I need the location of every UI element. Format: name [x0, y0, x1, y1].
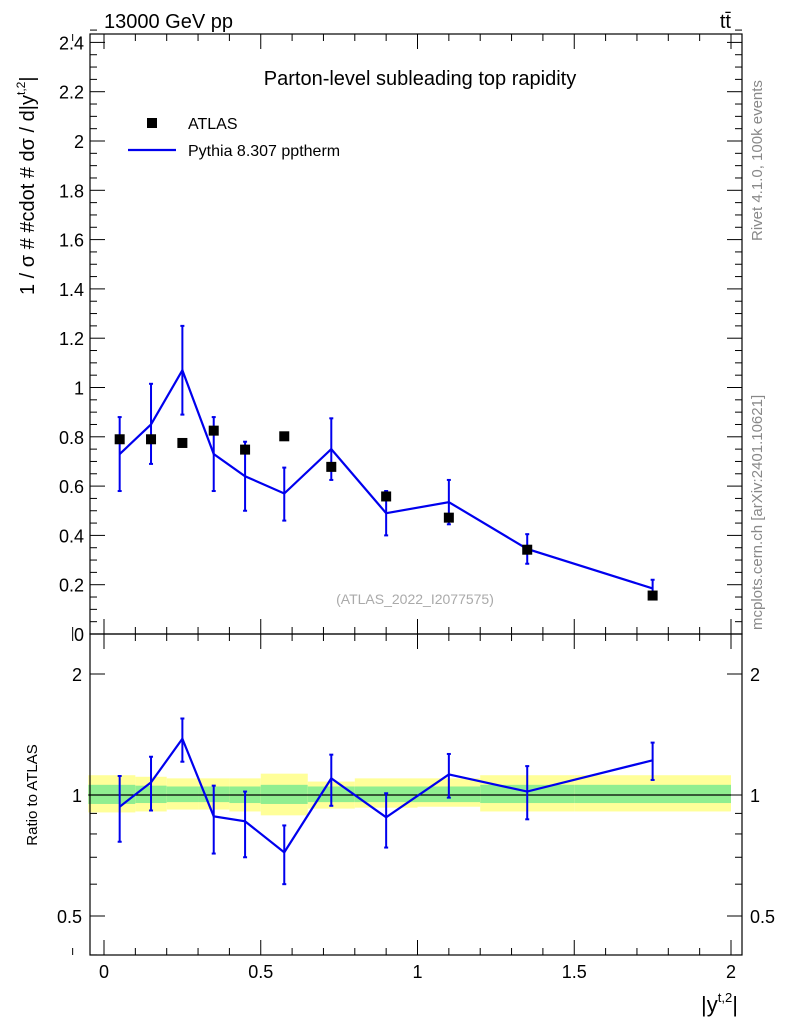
header-left: 13000 GeV pp — [104, 11, 233, 33]
axes: 0 0.2 0.4 0.6 0.8 1 1.2 1.4 1.6 1.8 2 2.2 2.4 0 0.5 1 1.… — [57, 29, 775, 982]
y-tick-label-main: 1.4 — [59, 280, 84, 300]
y-tick-label-main: 1.6 — [59, 231, 84, 251]
atlas-point — [114, 434, 125, 445]
x-tick-label: 0.5 — [248, 962, 273, 982]
y-axis-label-ratio: Ratio to ATLAS — [24, 744, 41, 845]
y-tick-label-main: 2 — [74, 132, 84, 152]
atlas-point — [240, 444, 251, 455]
atlas-point — [177, 437, 188, 448]
y-tick-label-main: 0.2 — [59, 576, 84, 596]
chart-title: Parton-level subleading top rapidity — [264, 68, 576, 90]
x-tick-label: 1 — [412, 962, 422, 982]
text-layer: 13000 GeV pp tt̄ Parton-level subleading… — [14, 11, 766, 1017]
ratio-band-inner — [88, 784, 136, 804]
legend-label-atlas: ATLAS — [188, 116, 238, 133]
atlas-point — [279, 431, 290, 442]
y-tick-label-main: 2.2 — [59, 83, 84, 103]
y-axis-label-main-end: | — [17, 76, 39, 81]
y-tick-label-main: 0.6 — [59, 477, 84, 497]
atlas-point — [522, 544, 533, 555]
atlas-point — [647, 590, 658, 601]
ratio-y-tick-label-left: 1 — [72, 786, 82, 806]
y-tick-label-main: 0.8 — [59, 428, 84, 448]
y-tick-label-main: 0 — [74, 625, 84, 645]
y-tick-label-main: 2.4 — [59, 33, 84, 53]
y-axis-label-main-text: 1 / σ # #cdot # dσ / d|y — [17, 95, 39, 295]
y-axis-label-main: 1 / σ # #cdot # dσ / d|yt,2| — [14, 76, 39, 295]
atlas-point — [381, 491, 392, 502]
atlas-point — [326, 461, 337, 472]
ratio-y-tick-label-right: 1 — [750, 786, 760, 806]
atlas-point — [443, 512, 454, 523]
x-tick-label: 1.5 — [562, 962, 587, 982]
x-axis-label-sup: t,2 — [718, 990, 732, 1005]
ratio-band-inner — [166, 786, 199, 803]
atlas-point — [208, 425, 219, 436]
data-layer — [114, 324, 658, 886]
x-axis-label: |yt,2| — [701, 990, 738, 1017]
x-tick-label: 2 — [726, 962, 736, 982]
x-axis-label-end: | — [732, 992, 738, 1017]
side-label-mcplots: mcplots.cern.ch [arXiv:2401.10621] — [749, 395, 766, 630]
ratio-y-tick-label-left: 0.5 — [57, 907, 82, 927]
x-tick-label: 0 — [99, 962, 109, 982]
legend-marker-atlas — [147, 118, 157, 128]
ratio-y-tick-label-right: 0.5 — [750, 907, 775, 927]
atlas-point — [146, 434, 157, 445]
pythia-line — [118, 367, 653, 590]
ratio-bands — [88, 773, 731, 816]
y-tick-label-main: 0.4 — [59, 526, 84, 546]
side-label-rivet: Rivet 4.1.0, 100k events — [749, 80, 766, 241]
ratio-band-inner — [574, 784, 731, 804]
ratio-band-inner — [260, 784, 308, 804]
ratio-y-tick-label-left: 2 — [72, 665, 82, 685]
header-right: tt̄ — [720, 11, 732, 33]
watermark: (ATLAS_2022_I2077575) — [336, 591, 494, 607]
legend-label-pythia: Pythia 8.307 pptherm — [188, 143, 340, 160]
ratio-y-tick-label-right: 2 — [750, 665, 760, 685]
x-axis-label-text: |y — [701, 992, 718, 1017]
y-tick-label-main: 1 — [74, 379, 84, 399]
y-axis-label-main-sup: t,2 — [14, 81, 28, 95]
y-tick-label-main: 1.8 — [59, 181, 84, 201]
y-tick-label-main: 1.2 — [59, 329, 84, 349]
